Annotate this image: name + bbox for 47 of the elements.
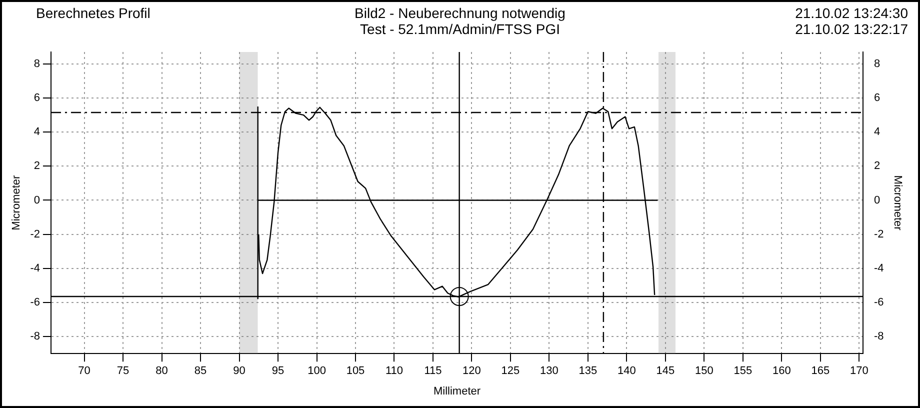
x-tick-label: 150 <box>694 365 714 378</box>
x-tick-label: 70 <box>78 365 90 378</box>
x-tick-label: 110 <box>385 365 404 378</box>
y-tick-label: -6 <box>30 296 40 309</box>
y2-tick-label: 8 <box>874 58 880 70</box>
y2-tick-label: 4 <box>874 126 880 138</box>
x-tick-label: 155 <box>734 365 752 378</box>
chart-title: Bild2 - Neuberechnung notwendig <box>354 5 566 21</box>
x-tick-label: 125 <box>501 365 520 378</box>
x-tick-label: 75 <box>116 365 130 378</box>
x-tick-label: 80 <box>156 365 168 378</box>
y-axis-title: Micrometer <box>10 174 23 230</box>
x-tick-label: 115 <box>424 365 442 378</box>
y2-tick-label: 0 <box>874 194 880 206</box>
x-tick-label: 135 <box>578 365 598 378</box>
x-tick-label: 160 <box>772 365 791 378</box>
chart-subtitle: Test - 52.1mm/Admin/FTSS PGI <box>360 21 560 37</box>
x-tick-label: 140 <box>618 365 636 378</box>
y-tick-label: 2 <box>34 160 40 172</box>
x-tick-label: 120 <box>462 365 481 378</box>
x-tick-label: 105 <box>346 365 365 378</box>
y2-tick-label: -2 <box>874 228 884 240</box>
y-tick-label: -8 <box>30 330 40 343</box>
y-tick-label: 0 <box>34 194 40 206</box>
text: 21.10.02 13:22:17 <box>795 21 908 37</box>
x-tick-label: 170 <box>850 365 868 378</box>
y2-tick-label: -6 <box>874 296 884 309</box>
x-axis-title: Millimeter <box>433 385 481 398</box>
y2-tick-label: -4 <box>874 262 884 274</box>
y2-tick-label: -8 <box>874 330 884 343</box>
x-tick-label: 165 <box>811 365 830 378</box>
y2-tick-label: 2 <box>874 160 880 172</box>
x-tick-label: 100 <box>308 365 326 378</box>
text: Berechnetes Profil <box>36 5 150 21</box>
y-tick-label: -2 <box>30 228 40 240</box>
x-tick-label: 130 <box>540 365 558 378</box>
x-tick-label: 95 <box>272 365 284 378</box>
x-tick-label: 85 <box>194 365 207 378</box>
y2-axis-title: Micrometer <box>891 175 904 231</box>
y-tick-label: 8 <box>34 58 40 70</box>
y-tick-label: 4 <box>34 126 40 138</box>
text: 21.10.02 13:24:30 <box>795 5 908 21</box>
y-tick-label: -4 <box>30 262 40 274</box>
y-tick-label: 6 <box>34 92 40 104</box>
x-tick-label: 90 <box>233 365 246 378</box>
x-tick-label: 145 <box>656 365 675 378</box>
y2-tick-label: 6 <box>874 92 880 104</box>
